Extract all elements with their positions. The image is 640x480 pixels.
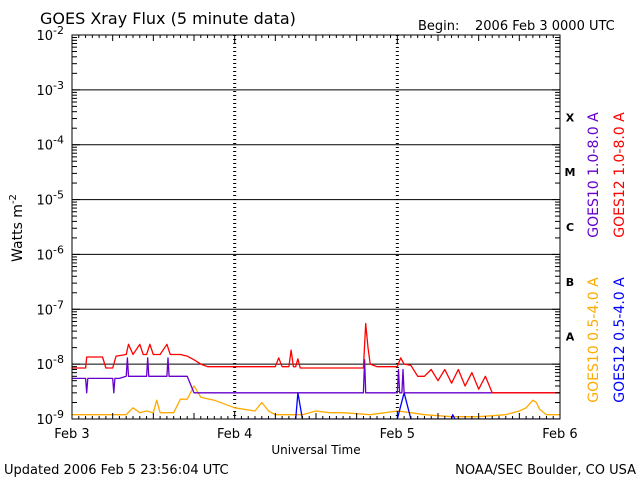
y-tick-base: 10 xyxy=(36,248,53,263)
chart-title: GOES Xray Flux (5 minute data) xyxy=(40,9,296,28)
legend: GOES10 1.0-8.0 A GOES12 1.0-8.0 A GOES10 0… xyxy=(586,112,628,403)
y-tick-exp: -3 xyxy=(53,79,64,92)
y-tick-exp: -8 xyxy=(53,353,64,366)
y-axis-label-exp: -2 xyxy=(8,194,19,204)
y-tick-base: 10 xyxy=(36,413,53,428)
x-tick-label-0: Feb 3 xyxy=(54,427,89,442)
y-tick-base: 10 xyxy=(36,358,53,373)
y-tick-exp: -2 xyxy=(53,24,64,37)
legend-goes10-1-0-8-0-a: GOES10 1.0-8.0 A xyxy=(586,112,602,238)
y-tick-exp: -9 xyxy=(53,408,64,421)
y-tick-label-3: 10-5 xyxy=(36,189,64,209)
series-line-goes12-1-0-8-0-a xyxy=(72,322,560,394)
begin-value: 2006 Feb 3 0000 UTC xyxy=(475,19,615,34)
y-tick-base: 10 xyxy=(36,29,53,44)
begin-label: Begin: xyxy=(418,19,459,34)
series-line-goes10-1-0-8-0-a xyxy=(72,357,560,394)
y-axis: 10-210-310-410-510-610-710-810-9 xyxy=(36,24,560,428)
y-tick-label-2: 10-4 xyxy=(36,134,64,154)
y-tick-label-5: 10-7 xyxy=(36,298,64,318)
legend-goes10-0-5-4-0-a: GOES10 0.5-4.0 A xyxy=(586,277,602,403)
y-tick-exp: -5 xyxy=(53,189,64,202)
y-tick-label-1: 10-3 xyxy=(36,79,64,99)
x-axis: Feb 3 Feb 4 Feb 5 Feb 6 xyxy=(54,35,578,442)
legend-goes12-0-5-4-0-a: GOES12 0.5-4.0 A xyxy=(612,277,628,403)
x-tick-label-3: Feb 6 xyxy=(542,427,577,442)
y-tick-label-4: 10-6 xyxy=(36,243,64,263)
y-tick-label-0: 10-2 xyxy=(36,24,64,44)
x-tick-label-2: Feb 5 xyxy=(380,427,415,442)
y-tick-exp: -7 xyxy=(53,298,64,311)
grid xyxy=(72,35,560,419)
y-tick-base: 10 xyxy=(36,303,53,318)
flare-class-labels: X M C B A xyxy=(565,111,576,343)
y-tick-label-6: 10-8 xyxy=(36,353,64,373)
flare-class-x: X xyxy=(566,111,575,124)
begin-time: Begin: 2006 Feb 3 0000 UTC xyxy=(418,19,615,34)
updated-timestamp: Updated 2006 Feb 5 23:56:04 UTC xyxy=(4,463,229,478)
y-axis-label: Watts m-2 xyxy=(8,194,26,262)
y-tick-base: 10 xyxy=(36,139,53,154)
flare-class-c: C xyxy=(566,221,574,234)
flare-class-m: M xyxy=(565,166,576,179)
y-axis-label-base: Watts m xyxy=(10,204,26,262)
y-tick-exp: -6 xyxy=(53,243,64,256)
y-tick-base: 10 xyxy=(36,194,53,209)
flare-class-a: A xyxy=(566,331,575,344)
legend-goes12-1-0-8-0-a: GOES12 1.0-8.0 A xyxy=(612,112,628,238)
x-tick-label-1: Feb 4 xyxy=(217,427,252,442)
y-tick-exp: -4 xyxy=(53,134,64,147)
y-tick-label-7: 10-9 xyxy=(36,408,64,428)
x-axis-label: Universal Time xyxy=(271,443,360,457)
flare-class-b: B xyxy=(566,276,574,289)
y-tick-base: 10 xyxy=(36,84,53,99)
source-credit: NOAA/SEC Boulder, CO USA xyxy=(455,463,636,478)
